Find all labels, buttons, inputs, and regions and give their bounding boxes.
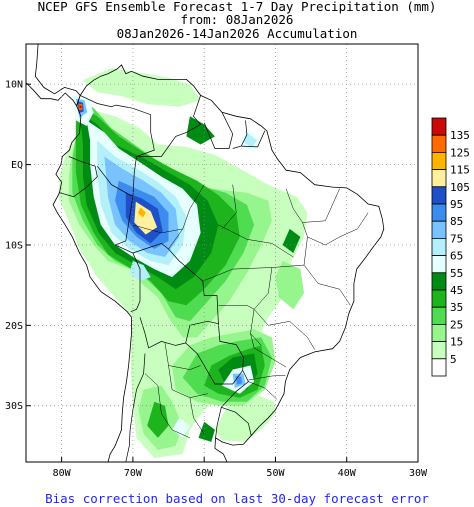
state-border bbox=[132, 224, 183, 234]
country-border bbox=[241, 130, 266, 148]
country-border bbox=[221, 406, 252, 436]
legend-label: 75 bbox=[450, 232, 463, 245]
state-border bbox=[303, 264, 351, 306]
legend-swatch bbox=[431, 272, 447, 291]
legend-swatch bbox=[431, 169, 447, 188]
state-border bbox=[218, 224, 294, 258]
precip-region-5mm bbox=[214, 393, 276, 442]
legend-label: 5 bbox=[450, 353, 457, 366]
legend-swatch bbox=[431, 134, 447, 153]
legend-swatch bbox=[431, 203, 447, 222]
precipitation-fields bbox=[58, 68, 308, 459]
legend-swatch bbox=[431, 255, 447, 274]
lon-tick-label: 50W bbox=[266, 468, 285, 479]
precip-region-55mm bbox=[172, 417, 190, 438]
legend-label: 55 bbox=[450, 267, 463, 280]
map-subtitle-accumulation: 08Jan2026-14Jan2026 Accumulation bbox=[116, 26, 358, 41]
legend-label: 135 bbox=[450, 129, 470, 142]
state-border bbox=[307, 212, 369, 246]
lat-tick-label: EQ bbox=[11, 160, 23, 171]
lat-tick-label: 20S bbox=[5, 321, 23, 332]
legend-swatch bbox=[431, 323, 447, 342]
lon-tick-label: 80W bbox=[53, 468, 72, 479]
lon-tick-label: 70W bbox=[124, 468, 143, 479]
precip-region-65mm bbox=[243, 132, 257, 148]
legend-label: 115 bbox=[450, 164, 470, 177]
state-border bbox=[289, 321, 315, 350]
country-border bbox=[136, 95, 202, 157]
legend-label: 125 bbox=[450, 146, 470, 159]
legend-swatch bbox=[431, 151, 447, 170]
legend-swatch bbox=[431, 341, 447, 360]
legend-label: 35 bbox=[450, 301, 463, 314]
country-border bbox=[80, 95, 155, 197]
state-border bbox=[144, 373, 191, 439]
legend-label: 105 bbox=[450, 181, 470, 194]
state-border bbox=[248, 381, 278, 400]
legend-label: 65 bbox=[450, 250, 463, 263]
country-border bbox=[232, 120, 248, 149]
south-america-coastline bbox=[52, 64, 385, 462]
color-legend: 135 125 115 105 95 85 75 65 55 45 35 25 15 5 bbox=[431, 117, 470, 377]
map-plot-area bbox=[26, 44, 418, 462]
state-border bbox=[302, 188, 340, 223]
state-border bbox=[202, 264, 305, 282]
plot-frame bbox=[25, 43, 419, 463]
state-border bbox=[168, 365, 208, 398]
precip-region-115mm bbox=[137, 207, 146, 218]
state-border bbox=[221, 184, 237, 230]
country-border bbox=[125, 353, 146, 462]
precip-region-5mm bbox=[83, 68, 201, 107]
legend-swatch bbox=[431, 237, 447, 256]
legend-swatch bbox=[431, 220, 447, 239]
map-subtitle-from: from: 08Jan2026 bbox=[180, 12, 294, 27]
state-border bbox=[218, 305, 262, 346]
country-border bbox=[185, 323, 244, 385]
legend-label: 25 bbox=[450, 318, 463, 331]
legend-label: 45 bbox=[450, 284, 463, 297]
legend-swatch bbox=[431, 117, 447, 136]
legend-swatch bbox=[431, 358, 447, 377]
country-border bbox=[59, 156, 98, 198]
lat-tick-label: 30S bbox=[5, 401, 23, 412]
state-border bbox=[189, 397, 205, 435]
country-border bbox=[215, 370, 249, 438]
lon-tick-label: 60W bbox=[195, 468, 214, 479]
gridlines bbox=[26, 44, 418, 462]
precip-region-45mm bbox=[186, 116, 215, 145]
precip-region-45mm bbox=[198, 421, 215, 442]
longitude-axis: 80W 70W 60W 50W 40W 30W bbox=[53, 457, 428, 479]
lon-tick-label: 40W bbox=[338, 468, 357, 479]
latitude-axis: 10N EQ 10S 20S 30S bbox=[5, 80, 31, 412]
bias-correction-note: Bias correction based on last 30-day for… bbox=[45, 491, 429, 506]
legend-label: 95 bbox=[450, 198, 463, 211]
precip-region-15mm bbox=[275, 261, 304, 310]
precip-region-45mm bbox=[282, 228, 301, 253]
legend-swatch bbox=[431, 306, 447, 325]
lat-tick-label: 10S bbox=[5, 240, 23, 251]
lat-tick-label: 10N bbox=[5, 80, 23, 91]
country-border bbox=[203, 112, 234, 149]
coastlines-and-borders bbox=[26, 44, 385, 462]
map-title: NCEP GFS Ensemble Forecast 1-7 Day Preci… bbox=[37, 0, 437, 14]
legend-swatch bbox=[431, 289, 447, 308]
state-border bbox=[164, 342, 201, 370]
state-border bbox=[168, 184, 205, 250]
legend-label: 85 bbox=[450, 215, 463, 228]
lon-tick-label: 30W bbox=[409, 468, 428, 479]
precip-region-35mm bbox=[147, 401, 169, 438]
country-border bbox=[97, 165, 141, 313]
legend-swatch bbox=[431, 186, 447, 205]
legend-label: 15 bbox=[450, 336, 463, 349]
precip-region-135mm bbox=[79, 105, 82, 109]
state-border bbox=[248, 374, 286, 381]
